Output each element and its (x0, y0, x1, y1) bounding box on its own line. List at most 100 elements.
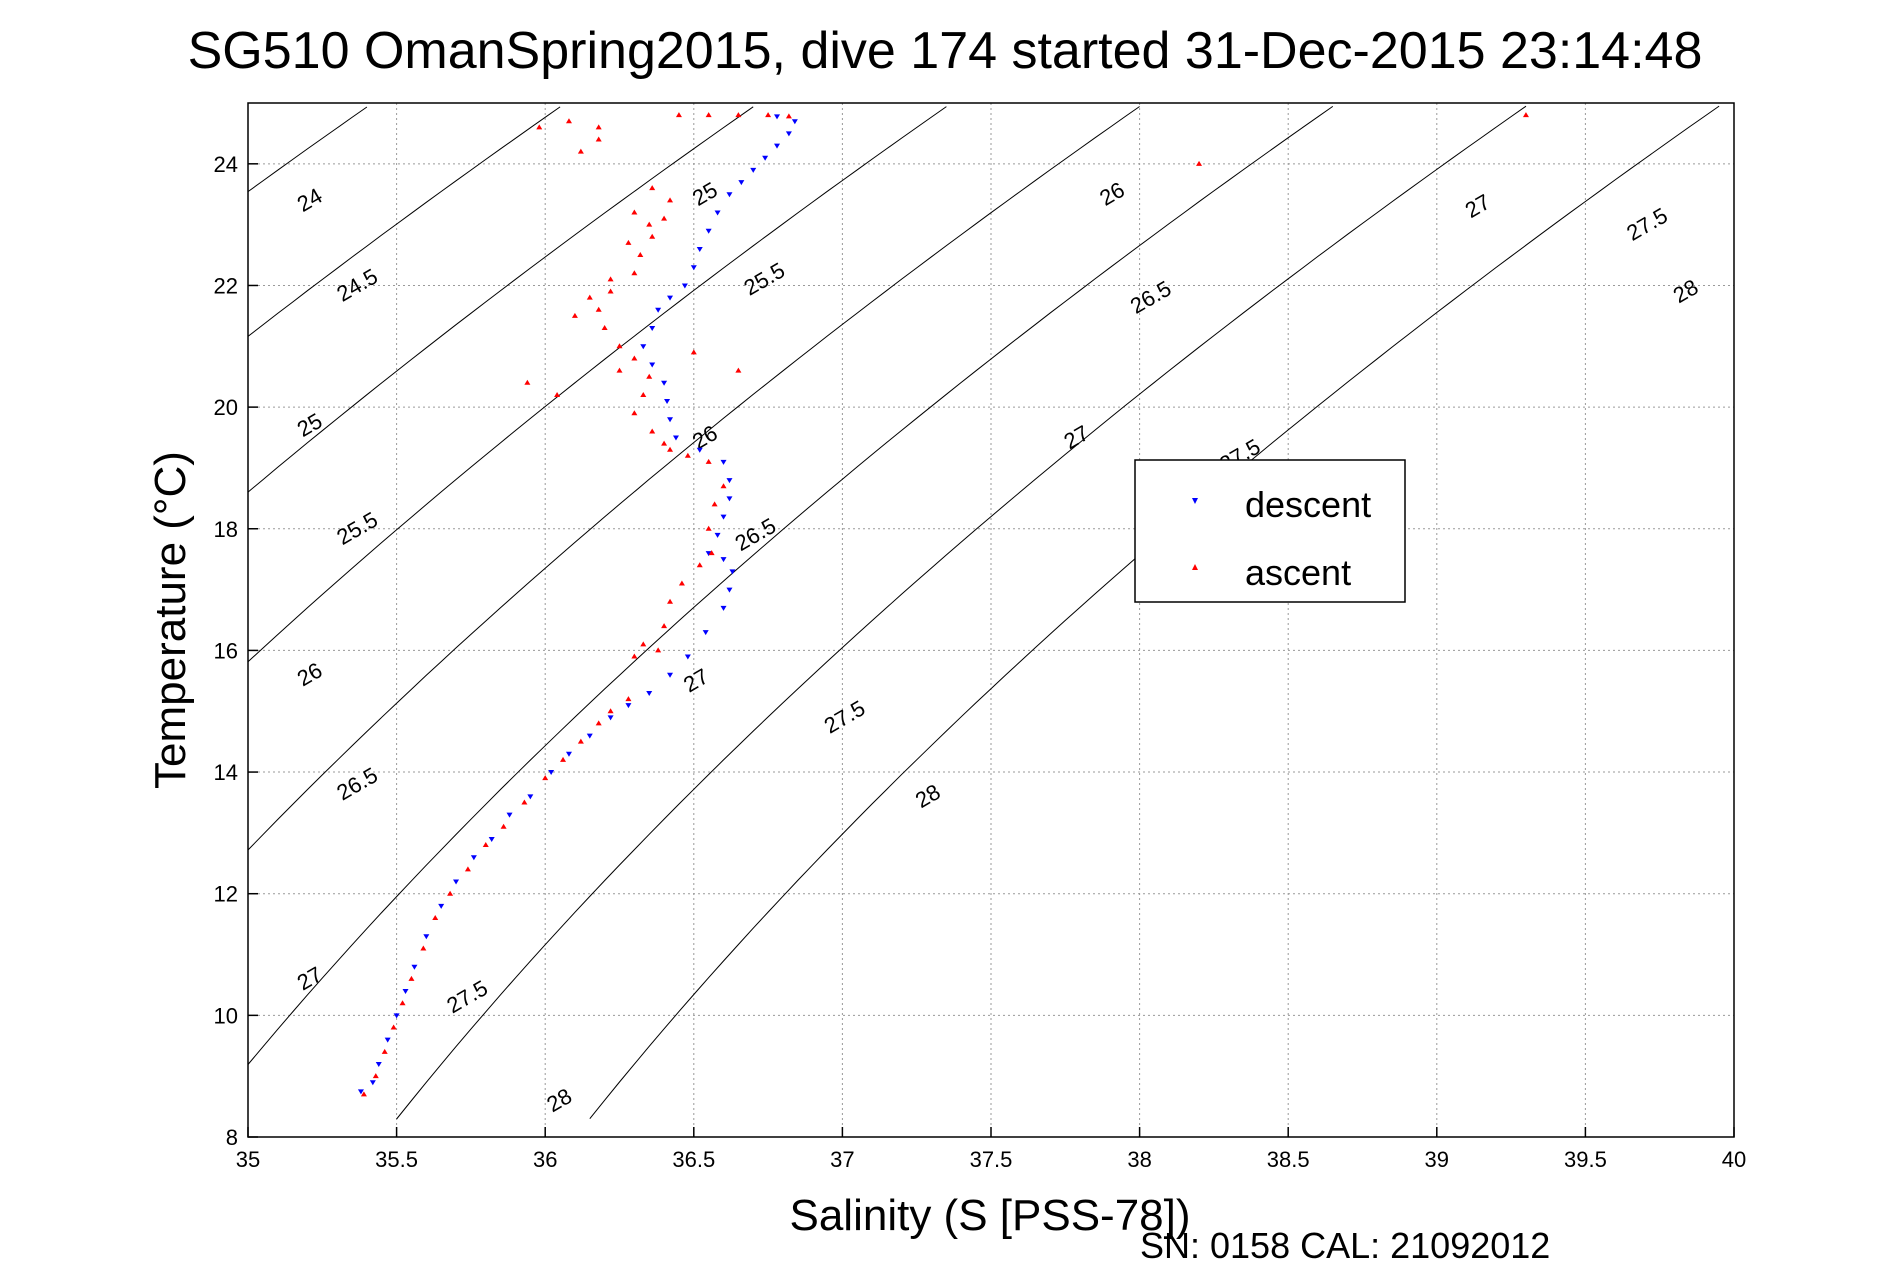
ascent-point (765, 112, 772, 118)
ascent-point (372, 1073, 379, 1079)
x-tick-label: 36.5 (672, 1147, 715, 1172)
density-contour-26.5 (247, 106, 1140, 851)
ascent-point (595, 306, 602, 312)
descent-point (762, 155, 769, 161)
descent-point (705, 551, 712, 557)
descent-point (705, 228, 712, 234)
descent-point (586, 733, 593, 739)
ascent-point (399, 1000, 406, 1006)
ascent-point (705, 458, 712, 464)
ascent-point (601, 325, 608, 331)
descent-point (357, 1089, 364, 1095)
ascent-point (390, 1024, 397, 1030)
serial-calibration-note: SN: 0158 CAL: 21092012 (1140, 1225, 1550, 1262)
x-tick-label: 38.5 (1267, 1147, 1310, 1172)
density-contour-25.5 (247, 106, 754, 493)
descent-point (649, 362, 656, 368)
x-tick-label: 40 (1722, 1147, 1746, 1172)
descent-point (720, 557, 727, 563)
legend-box (1134, 459, 1406, 603)
ascent-point (521, 799, 528, 805)
ascent-point (735, 112, 742, 118)
descent-point (548, 770, 555, 776)
y-axis-ticks: 8 10 12 14 16 18 20 22 24 (214, 152, 258, 1150)
descent-point (625, 703, 632, 709)
descent-point (681, 283, 688, 289)
descent-point (726, 192, 733, 198)
descent-point (375, 1062, 382, 1068)
ascent-point (595, 124, 602, 130)
x-tick-label: 37.5 (970, 1147, 1013, 1172)
ascent-point (661, 215, 668, 221)
descent-point (690, 265, 697, 271)
x-tick-label: 35 (236, 1147, 260, 1172)
descent-point (667, 672, 674, 678)
ascent-point (690, 349, 697, 355)
ascent-point (542, 775, 549, 781)
descent-point (453, 879, 460, 885)
y-tick-label: 8 (226, 1125, 238, 1150)
y-tick-label: 24 (214, 152, 238, 177)
ascent-point (646, 221, 653, 227)
descent-point (667, 417, 674, 423)
ascent-point (678, 580, 685, 586)
ascent-point (667, 197, 674, 203)
legend: descent ascent (1134, 459, 1406, 603)
ascent-point (667, 598, 674, 604)
ascent-point (607, 708, 614, 714)
x-axis-ticks: 35 35.5 36 36.5 37 37.5 38 38.5 39 39.5 40 (236, 1127, 1746, 1172)
y-tick-label: 18 (214, 517, 238, 542)
x-tick-label: 38 (1127, 1147, 1151, 1172)
descent-point (649, 326, 656, 332)
ascent-point (464, 866, 471, 872)
density-contour-27 (247, 105, 1334, 1065)
descent-point (720, 514, 727, 520)
series-ascent (360, 112, 1529, 1097)
x-axis-label: Salinity (S [PSS-78]) (789, 1191, 1190, 1240)
descent-point (774, 143, 781, 149)
ascent-point (631, 355, 638, 361)
descent-point (506, 812, 513, 818)
ascent-point (625, 696, 632, 702)
descent-point (720, 605, 727, 611)
descent-point (470, 855, 477, 861)
series-descent (357, 114, 798, 1095)
ascent-point (640, 641, 647, 647)
descent-point (393, 1013, 400, 1019)
ascent-point (705, 112, 712, 118)
legend-marker-descent (1192, 498, 1198, 504)
ascent-point (649, 233, 656, 239)
descent-point (726, 587, 733, 593)
legend-label-ascent: ascent (1245, 552, 1351, 593)
ascent-point (607, 288, 614, 294)
descent-point (661, 380, 668, 386)
ascent-point (708, 550, 715, 556)
y-tick-label: 20 (214, 395, 238, 420)
descent-point (714, 210, 721, 216)
ascent-point (649, 428, 656, 434)
descent-point (402, 989, 409, 995)
descent-point (696, 246, 703, 252)
ascent-point (735, 367, 742, 373)
ascent-point (631, 653, 638, 659)
ascent-point (381, 1048, 388, 1054)
descent-point (720, 459, 727, 465)
ascent-point (565, 118, 572, 124)
descent-point (640, 344, 647, 350)
ascent-point (785, 113, 792, 119)
y-tick-label: 14 (214, 760, 238, 785)
ascent-point (447, 890, 454, 896)
density-contour-27.5 (396, 105, 1527, 1120)
descent-point (672, 435, 679, 441)
ascent-point (616, 367, 623, 373)
descent-point (384, 1037, 391, 1043)
descent-point (423, 934, 430, 940)
ascent-point (420, 945, 427, 951)
descent-point (696, 447, 703, 453)
descent-point (667, 295, 674, 301)
ascent-point (1522, 112, 1529, 118)
ascent-point (649, 185, 656, 191)
ascent-point (616, 343, 623, 349)
ascent-point (554, 391, 561, 397)
